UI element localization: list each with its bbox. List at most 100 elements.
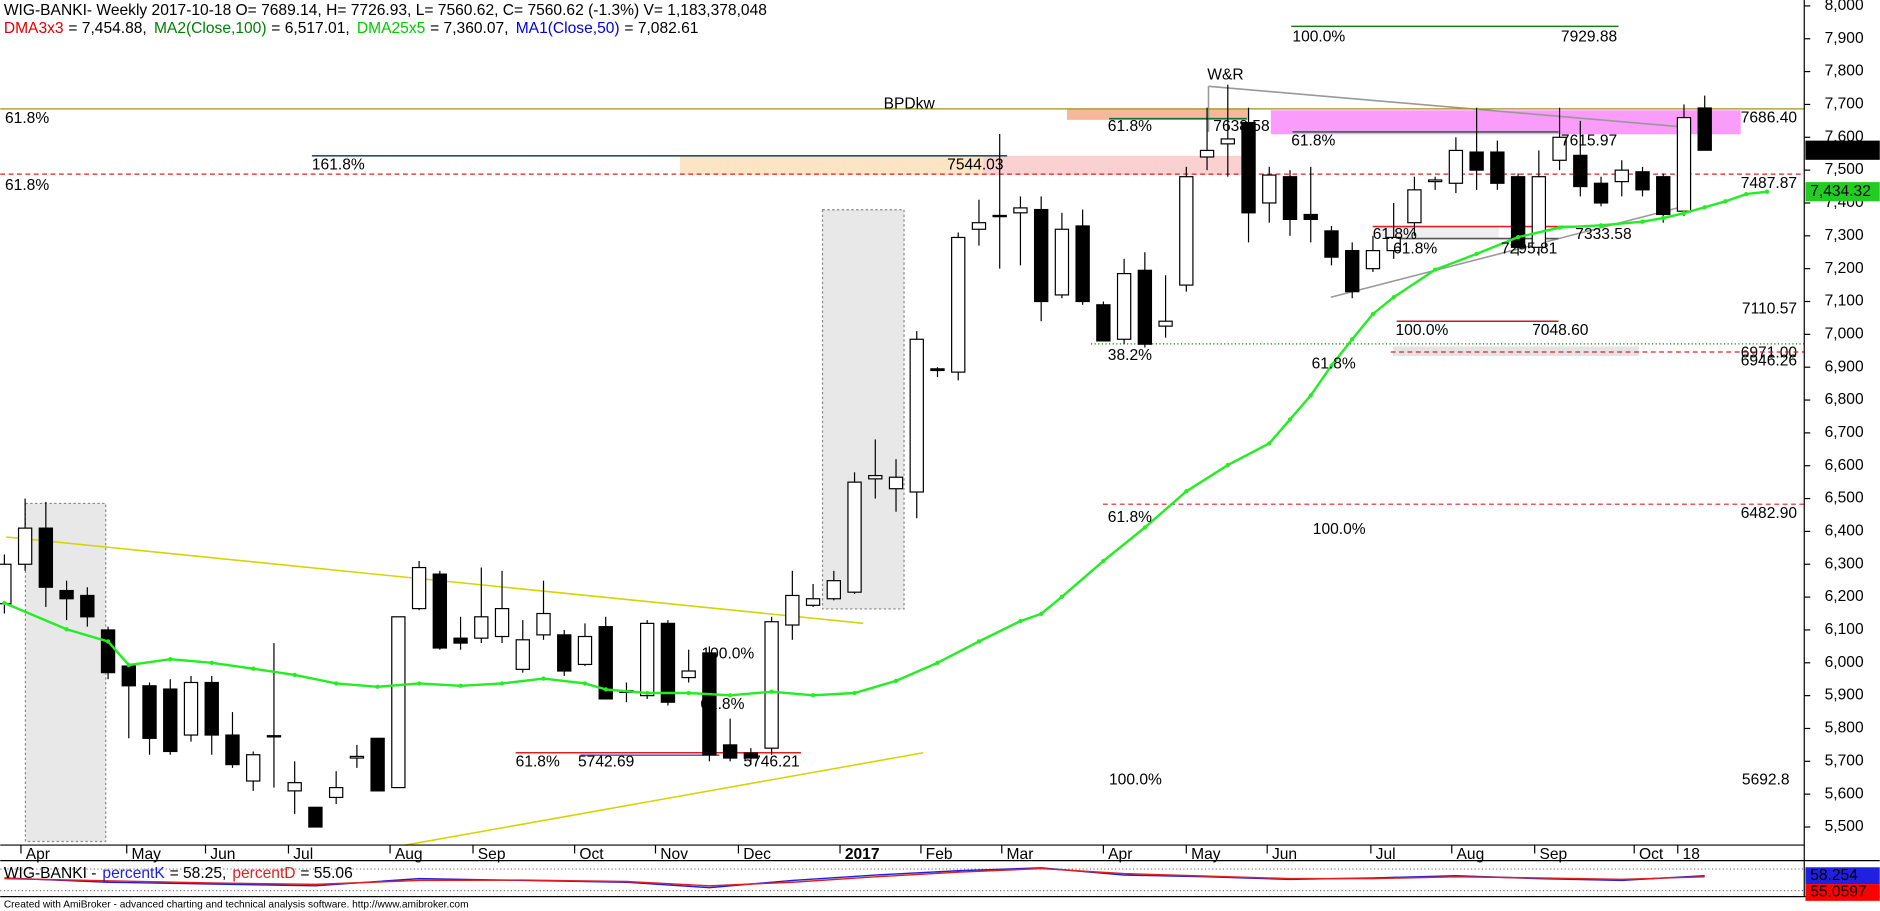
- candle-body: [1386, 236, 1401, 252]
- y-tick-label: 7,500: [1825, 161, 1864, 178]
- x-tick-label: Oct: [579, 846, 604, 863]
- candle-body: [1676, 116, 1692, 212]
- oscillator-value: = 58.25,: [170, 865, 227, 882]
- candle-body: [1282, 176, 1298, 220]
- candle-body: [847, 481, 862, 593]
- candle-body: [1490, 151, 1505, 184]
- y-tick-label: 7,000: [1825, 325, 1864, 342]
- candle-body: [743, 752, 759, 759]
- candle-body: [577, 635, 593, 666]
- candle-body: [1054, 228, 1070, 296]
- candle-body: [1573, 154, 1588, 188]
- candle-body: [1427, 179, 1443, 183]
- ma-point: [292, 672, 297, 678]
- indicator-value: = 6,517.01,: [271, 20, 349, 37]
- indicator-name: MA2(Close,100): [154, 20, 267, 37]
- annotation: BPDkw: [884, 95, 936, 112]
- oscillator-marker-label: 55.0597: [1810, 884, 1866, 901]
- candle-body: [764, 621, 779, 749]
- candle-body: [1448, 149, 1464, 184]
- annotation: 61.8%: [516, 753, 560, 770]
- ma-point: [1391, 295, 1396, 300]
- candle-body: [1552, 136, 1567, 161]
- zone: [1270, 110, 1741, 135]
- annotation: 7929.88: [1561, 28, 1617, 45]
- candle-body: [1075, 225, 1090, 303]
- y-tick-label: 6,500: [1825, 490, 1864, 507]
- y-tick-label: 7,300: [1825, 227, 1864, 244]
- candle-body: [225, 734, 240, 766]
- ma-point: [458, 683, 463, 688]
- ma-point: [1039, 611, 1044, 617]
- price-marker-label: 7,560.62: [1810, 141, 1871, 158]
- candle-body: [1614, 169, 1629, 183]
- ma-point: [416, 681, 422, 686]
- candle-body: [0, 563, 12, 605]
- candle-body: [598, 626, 613, 700]
- annotation: 100.0%: [1292, 28, 1345, 45]
- x-tick-label: Feb: [926, 846, 953, 863]
- candle-body: [246, 754, 261, 782]
- candle-body: [1262, 174, 1277, 204]
- ma-point: [582, 681, 588, 686]
- level-label: 6946.26: [1741, 353, 1797, 370]
- candle-body: [785, 594, 800, 626]
- candle-body: [80, 594, 95, 618]
- candle-body: [1013, 207, 1028, 214]
- chart-title: WIG-BANKI- Weekly 2017-10-18 O= 7689.14,…: [4, 2, 767, 19]
- x-tick-label: May: [1191, 846, 1221, 863]
- ma-point: [499, 681, 505, 686]
- annotation: 5692.8: [1742, 771, 1790, 788]
- candle-body: [38, 527, 54, 588]
- ma-point: [645, 690, 650, 696]
- candle-body: [681, 670, 696, 679]
- annotation: 38.2%: [1108, 347, 1152, 364]
- x-tick-label: Apr: [26, 846, 50, 863]
- candle-body: [722, 744, 738, 759]
- candle-body: [266, 735, 282, 738]
- candle-body: [308, 806, 323, 828]
- annotation: 61.8%: [5, 110, 49, 127]
- annotation: 7295.81: [1501, 240, 1557, 257]
- indicator-legend: DMA3x3 = 7,454.88, MA2(Close,100) = 6,517.0…: [4, 20, 699, 37]
- y-tick-label: 6,900: [1825, 358, 1864, 375]
- oscillator-title: WIG-BANKI -: [4, 865, 97, 882]
- level-label: 7487.87: [1741, 175, 1797, 192]
- candle-body: [1469, 151, 1484, 171]
- candle-body: [1324, 230, 1339, 258]
- ma-point: [541, 676, 546, 681]
- ma-point: [1018, 618, 1023, 624]
- annotation: 7333.58: [1575, 226, 1631, 243]
- annotation: 61.8%: [5, 177, 49, 194]
- candle-body: [411, 566, 427, 610]
- candle-body: [100, 629, 116, 674]
- candle-body: [121, 665, 136, 687]
- y-tick-label: 7,100: [1825, 293, 1864, 310]
- annotation: 5742.69: [578, 753, 634, 770]
- zone: [1067, 109, 1250, 120]
- ma-point: [1557, 225, 1562, 230]
- ma-point: [1287, 417, 1293, 422]
- oscillator-value: = 55.06: [300, 865, 352, 882]
- x-tick-label: 18: [1683, 846, 1700, 863]
- ma-point: [209, 660, 214, 665]
- candle-body: [536, 612, 551, 636]
- candle-body: [805, 598, 821, 606]
- indicator-name: DMA25x5: [357, 20, 426, 37]
- ma-point: [126, 662, 131, 668]
- ma-point: [935, 660, 940, 665]
- ma-point: [852, 690, 857, 696]
- x-tick-label: Jul: [293, 846, 313, 863]
- ma-point: [1681, 210, 1687, 216]
- level-label: 6971.00: [1741, 345, 1798, 362]
- ma-point: [1764, 189, 1770, 194]
- oscillator-line: [4, 867, 1705, 889]
- oscillator-legend: WIG-BANKI - percentK = 58.25, percentD = 55.…: [4, 865, 353, 882]
- candle-body: [826, 580, 842, 600]
- candle-body: [930, 368, 945, 372]
- x-tick-label: May: [132, 846, 162, 863]
- annotation: 61.8%: [700, 696, 744, 713]
- x-tick-label: Sep: [1539, 846, 1567, 863]
- y-tick-label: 8,000: [1825, 0, 1864, 14]
